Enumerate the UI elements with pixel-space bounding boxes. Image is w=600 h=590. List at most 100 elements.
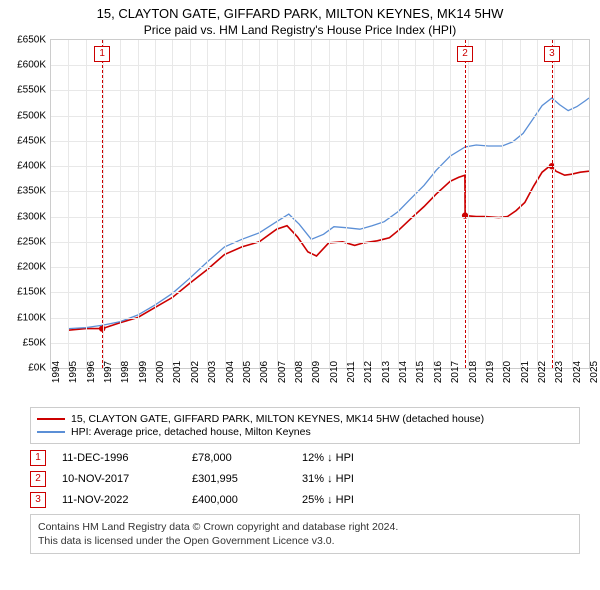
x-axis-label: 2017	[450, 361, 461, 383]
event-number-box: 2	[30, 471, 46, 487]
event-price: £301,995	[192, 473, 302, 485]
x-axis-label: 2012	[363, 361, 374, 383]
legend-label: HPI: Average price, detached house, Milt…	[71, 426, 311, 438]
x-axis-label: 2013	[381, 361, 392, 383]
gridline-v	[520, 40, 521, 368]
gridline-v	[415, 40, 416, 368]
gridline-h	[51, 141, 589, 142]
legend: 15, CLAYTON GATE, GIFFARD PARK, MILTON K…	[30, 407, 580, 444]
x-axis-label: 2022	[537, 361, 548, 383]
x-axis-label: 1994	[51, 361, 62, 383]
event-date: 11-NOV-2022	[62, 494, 192, 506]
gridline-v	[468, 40, 469, 368]
gridline-v	[554, 40, 555, 368]
x-axis-label: 2023	[554, 361, 565, 383]
gridline-v	[572, 40, 573, 368]
gridline-h	[51, 318, 589, 319]
gridline-v	[103, 40, 104, 368]
gridline-v	[68, 40, 69, 368]
gridline-h	[51, 166, 589, 167]
gridline-v	[311, 40, 312, 368]
title-address: 15, CLAYTON GATE, GIFFARD PARK, MILTON K…	[10, 6, 590, 21]
event-marker-line	[552, 40, 553, 368]
legend-swatch	[37, 418, 65, 420]
gridline-v	[329, 40, 330, 368]
footer-line2: This data is licensed under the Open Gov…	[38, 534, 572, 548]
gridline-h	[51, 343, 589, 344]
y-axis-label: £500K	[17, 110, 46, 121]
event-number-box: 3	[30, 492, 46, 508]
x-axis-label: 2018	[468, 361, 479, 383]
x-axis-label: 2019	[485, 361, 496, 383]
legend-row: HPI: Average price, detached house, Milt…	[37, 426, 573, 438]
gridline-v	[207, 40, 208, 368]
y-axis-label: £250K	[17, 236, 46, 247]
legend-swatch	[37, 431, 65, 433]
x-axis-label: 2005	[242, 361, 253, 383]
x-axis-label: 1995	[68, 361, 79, 383]
event-number-box: 1	[30, 450, 46, 466]
gridline-v	[259, 40, 260, 368]
event-list: 111-DEC-1996£78,00012% ↓ HPI210-NOV-2017…	[30, 450, 580, 508]
legend-label: 15, CLAYTON GATE, GIFFARD PARK, MILTON K…	[71, 413, 484, 425]
gridline-h	[51, 191, 589, 192]
gridline-h	[51, 292, 589, 293]
y-axis-label: £600K	[17, 60, 46, 71]
plot-area: £0K£50K£100K£150K£200K£250K£300K£350K£40…	[50, 39, 590, 369]
gridline-v	[346, 40, 347, 368]
gridline-v	[172, 40, 173, 368]
gridline-v	[120, 40, 121, 368]
event-delta: 31% ↓ HPI	[302, 473, 354, 485]
x-axis-label: 2011	[346, 361, 357, 383]
y-axis-label: £100K	[17, 312, 46, 323]
gridline-v	[225, 40, 226, 368]
gridline-h	[51, 116, 589, 117]
chart-title: 15, CLAYTON GATE, GIFFARD PARK, MILTON K…	[0, 0, 600, 39]
event-marker-box: 3	[544, 46, 560, 62]
gridline-h	[51, 65, 589, 66]
y-axis-label: £0K	[28, 363, 46, 374]
x-axis-label: 2009	[311, 361, 322, 383]
x-axis-label: 2014	[398, 361, 409, 383]
gridline-v	[277, 40, 278, 368]
x-axis-label: 2024	[572, 361, 583, 383]
event-price: £78,000	[192, 452, 302, 464]
y-axis-label: £150K	[17, 287, 46, 298]
x-axis-label: 2003	[207, 361, 218, 383]
x-axis-label: 2002	[190, 361, 201, 383]
gridline-v	[502, 40, 503, 368]
x-axis-label: 2008	[294, 361, 305, 383]
plot-wrap: £0K£50K£100K£150K£200K£250K£300K£350K£40…	[50, 39, 590, 399]
y-axis-label: £50K	[23, 337, 46, 348]
x-axis-label: 1996	[86, 361, 97, 383]
event-date: 10-NOV-2017	[62, 473, 192, 485]
gridline-h	[51, 267, 589, 268]
event-marker-line	[102, 40, 103, 368]
x-axis-label: 2006	[259, 361, 270, 383]
x-axis-label: 1997	[103, 361, 114, 383]
gridline-v	[485, 40, 486, 368]
x-axis-label: 2021	[520, 361, 531, 383]
y-axis-label: £650K	[17, 35, 46, 46]
event-row: 2 10-NOV-2017£301,99531% ↓ HPI	[30, 471, 580, 487]
x-axis-label: 2015	[415, 361, 426, 383]
gridline-h	[51, 90, 589, 91]
gridline-h	[51, 242, 589, 243]
gridline-v	[138, 40, 139, 368]
event-date: 11-DEC-1996	[62, 452, 192, 464]
y-axis-label: £200K	[17, 262, 46, 273]
chart-lines	[51, 40, 589, 368]
gridline-v	[155, 40, 156, 368]
legend-row: 15, CLAYTON GATE, GIFFARD PARK, MILTON K…	[37, 413, 573, 425]
y-axis-label: £550K	[17, 85, 46, 96]
footer-line1: Contains HM Land Registry data © Crown c…	[38, 520, 572, 534]
gridline-v	[242, 40, 243, 368]
gridline-v	[450, 40, 451, 368]
x-axis-label: 2025	[589, 361, 600, 383]
x-axis-label: 2001	[172, 361, 183, 383]
chart-container: 15, CLAYTON GATE, GIFFARD PARK, MILTON K…	[0, 0, 600, 554]
gridline-v	[537, 40, 538, 368]
x-axis-label: 2004	[225, 361, 236, 383]
event-delta: 25% ↓ HPI	[302, 494, 354, 506]
footer-licence: Contains HM Land Registry data © Crown c…	[30, 514, 580, 554]
